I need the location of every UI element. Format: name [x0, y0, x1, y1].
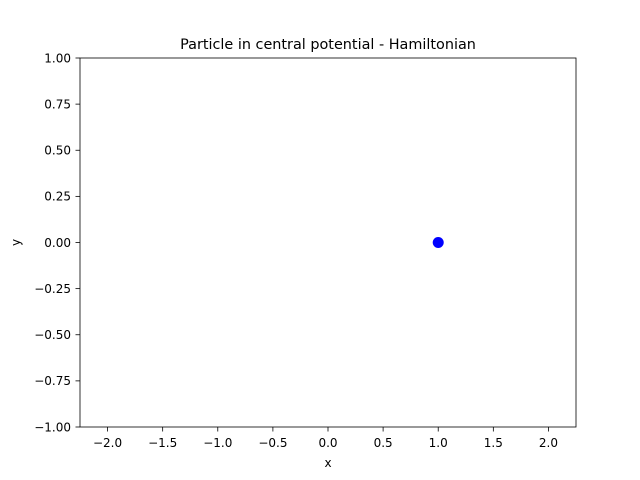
y-tick-label: 0.25	[44, 190, 71, 204]
y-tick-label: 0.50	[44, 144, 71, 158]
x-tick-label: 0.5	[374, 436, 393, 450]
x-tick-label: 2.0	[539, 436, 558, 450]
y-tick-label: −1.00	[34, 420, 71, 434]
y-tick-label: −0.50	[34, 328, 71, 342]
particle-point	[432, 237, 444, 248]
y-tick-label: −0.25	[34, 282, 71, 296]
x-tick-label: −2.0	[93, 436, 122, 450]
y-axis-label: y	[9, 239, 23, 246]
x-axis-label: x	[324, 456, 331, 470]
y-tick-label: 0.75	[44, 97, 71, 111]
chart-title: Particle in central potential - Hamilton…	[180, 37, 476, 53]
y-tick-label: −0.75	[34, 374, 71, 388]
x-tick-label: 1.0	[429, 436, 448, 450]
y-tick-label: 1.00	[44, 51, 71, 65]
x-tick-label: 1.5	[484, 436, 503, 450]
data-marks	[432, 237, 444, 248]
x-axis: −2.0 −1.5 −1.0 −0.5 0.0 0.5 1.0 1.5 2.0	[93, 427, 558, 450]
y-axis: 1.00 0.75 0.50 0.25 0.00 −0.25 −0.50 −0.75 −1.00	[34, 51, 80, 434]
x-tick-label: −0.5	[258, 436, 287, 450]
x-tick-label: −1.0	[203, 436, 232, 450]
y-tick-label: 0.00	[44, 236, 71, 250]
x-tick-label: −1.5	[148, 436, 177, 450]
x-tick-label: 0.0	[318, 436, 337, 450]
